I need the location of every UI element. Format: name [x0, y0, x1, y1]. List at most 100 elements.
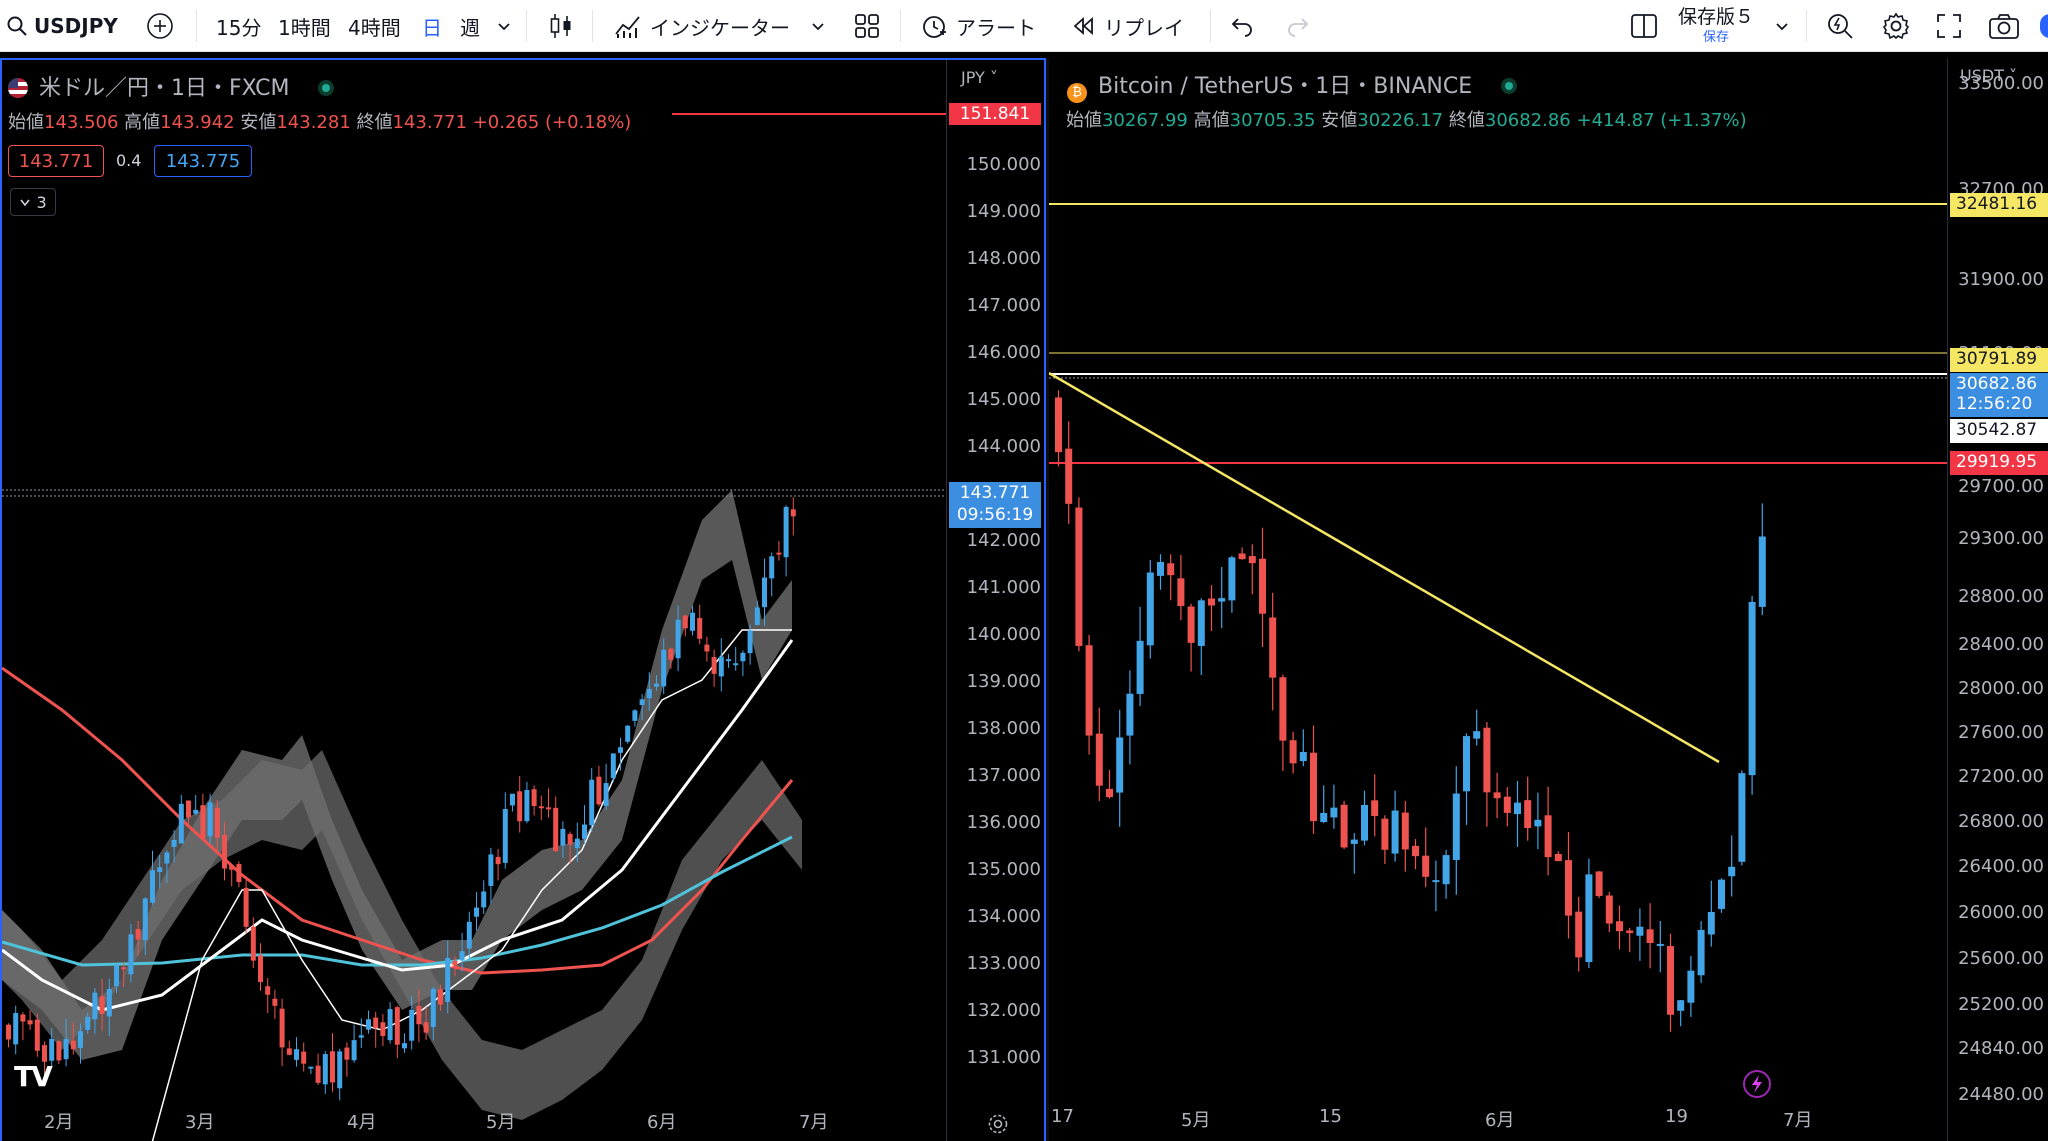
- interval-1w[interactable]: 週: [460, 0, 480, 52]
- plus-circle-icon: [147, 13, 173, 39]
- price-tick: 131.000: [966, 1047, 1041, 1068]
- btcusdt-plot-area[interactable]: [1049, 58, 1947, 1141]
- candle-body: [337, 1051, 343, 1089]
- fullscreen-button[interactable]: [1936, 0, 1962, 52]
- open-label: 始値: [1066, 110, 1102, 131]
- usdjpy-plot-area[interactable]: [2, 60, 946, 1141]
- white-line-price-label: 30542.87: [1950, 419, 2048, 443]
- candle-body: [1718, 879, 1725, 909]
- chart-panel-btcusdt[interactable]: ₿ Bitcoin / TetherUS・1日・BINANCE 始値30267.…: [1046, 58, 2048, 1141]
- buy-price: 143.775: [165, 151, 241, 172]
- interval-15m[interactable]: 15分: [216, 0, 261, 52]
- candle-body: [1177, 578, 1185, 607]
- candle-body: [394, 1007, 400, 1045]
- candle-body: [27, 1020, 33, 1025]
- price-tick: 28400.00: [1958, 634, 2044, 655]
- chevron-down-icon: [1776, 23, 1788, 31]
- grid-icon: [855, 14, 879, 38]
- layout-dropdown[interactable]: [1774, 0, 1790, 52]
- price-tick: 31900.00: [1958, 269, 2044, 290]
- snapshot-button[interactable]: [1988, 0, 2020, 52]
- interval-1h[interactable]: 1時間: [278, 0, 331, 52]
- tradingview-logo[interactable]: TV: [14, 1060, 53, 1093]
- candle-body: [157, 867, 163, 873]
- market-open-dot: [318, 80, 335, 96]
- candle-body: [142, 898, 148, 940]
- indicators-count: 3: [36, 193, 47, 212]
- layout-select-button[interactable]: [1630, 0, 1658, 52]
- candle-body: [409, 1009, 415, 1041]
- redo-button[interactable]: [1286, 0, 1310, 52]
- price-tick: 146.000: [966, 342, 1041, 363]
- usdjpy-price-axis[interactable]: JPY ˅ 151.000150.000149.000148.000147.00…: [946, 60, 1044, 1141]
- indicators-button[interactable]: インジケーター: [614, 0, 826, 52]
- indicators-collapse-button[interactable]: 3: [10, 188, 56, 216]
- settings-button[interactable]: [1882, 0, 1910, 52]
- moving-average-red: [2, 666, 794, 975]
- candle-body: [474, 907, 479, 917]
- btcusdt-legend[interactable]: ₿ Bitcoin / TetherUS・1日・BINANCE: [1067, 68, 1518, 103]
- compare-button[interactable]: [146, 0, 174, 52]
- ichimoku-cloud-lower: [2, 750, 802, 1120]
- last-price-label: 143.771 09:56:19: [949, 482, 1041, 528]
- symbol-search[interactable]: USDJPY: [6, 0, 118, 52]
- chart-panel-usdjpy[interactable]: 米ドル／円・1日・FXCM 始値143.506 高値143.942 安値143.…: [0, 58, 1046, 1141]
- candle-body: [207, 802, 213, 837]
- candle-body: [279, 1008, 285, 1048]
- usdjpy-legend[interactable]: 米ドル／円・1日・FXCM: [8, 70, 335, 102]
- user-avatar[interactable]: [2040, 14, 2048, 38]
- buy-button[interactable]: 143.775: [154, 145, 252, 177]
- moving-average-cyan: [2, 835, 793, 967]
- candle-body: [1687, 970, 1695, 1003]
- interval-4h[interactable]: 4時間: [348, 0, 401, 52]
- moving-average-thin: [151, 629, 792, 1141]
- candle-body: [1310, 752, 1317, 822]
- candle-body: [243, 887, 249, 927]
- sell-button[interactable]: 143.771: [8, 145, 104, 177]
- price-tick: 133.000: [966, 953, 1041, 974]
- quick-search-button[interactable]: [1826, 0, 1854, 52]
- hline-price-label: 151.841: [949, 103, 1041, 125]
- search-icon: [7, 16, 27, 36]
- save-layout-button[interactable]: 保存版５ 保存: [1678, 4, 1754, 48]
- bitcoin-icon: ₿: [1067, 83, 1087, 103]
- layouts-button[interactable]: [854, 0, 880, 52]
- candle-body: [1616, 921, 1623, 932]
- market-open-dot: [1501, 78, 1518, 94]
- candle-body: [1269, 617, 1277, 678]
- candle-body: [1340, 804, 1348, 848]
- candle-body: [1371, 800, 1379, 816]
- chart-type-button[interactable]: [548, 0, 574, 52]
- candle-body: [1442, 855, 1450, 885]
- candle-body: [1289, 740, 1297, 764]
- flash-alert-button[interactable]: [1741, 1068, 1773, 1104]
- interval-1d[interactable]: 日: [422, 0, 442, 52]
- replay-button[interactable]: リプレイ: [1072, 0, 1184, 52]
- candle-body: [1473, 731, 1481, 739]
- interval-dropdown[interactable]: [496, 0, 512, 52]
- candle-body: [85, 1016, 91, 1030]
- high-label: 高値: [1193, 110, 1230, 131]
- candle-body: [697, 618, 703, 639]
- candle-body: [1218, 598, 1226, 602]
- candle-body: [1728, 866, 1736, 877]
- candle-body: [200, 805, 206, 839]
- candle-body: [510, 793, 515, 806]
- undo-icon: [1231, 18, 1252, 37]
- undo-button[interactable]: [1230, 0, 1254, 52]
- price-tick: 27200.00: [1958, 766, 2044, 787]
- currency-selector[interactable]: USDT ˅: [1960, 66, 2018, 85]
- candle-body: [34, 1019, 40, 1051]
- alarm-clock-icon: [923, 16, 946, 38]
- candle-body: [488, 854, 494, 886]
- btcusdt-price-axis[interactable]: USDT ˅ 33500.0032700.0031900.0031100.003…: [1947, 58, 2048, 1141]
- axis-settings-button[interactable]: [987, 1113, 1009, 1139]
- rewind-icon: [1073, 17, 1093, 35]
- alert-button[interactable]: アラート: [920, 0, 1036, 52]
- candle-body: [726, 659, 731, 662]
- split-layout-icon: [1631, 14, 1657, 38]
- candle-body: [1463, 736, 1470, 792]
- candle-body: [704, 644, 710, 652]
- price-tick: 135.000: [966, 859, 1041, 880]
- currency-selector[interactable]: JPY ˅: [961, 68, 998, 87]
